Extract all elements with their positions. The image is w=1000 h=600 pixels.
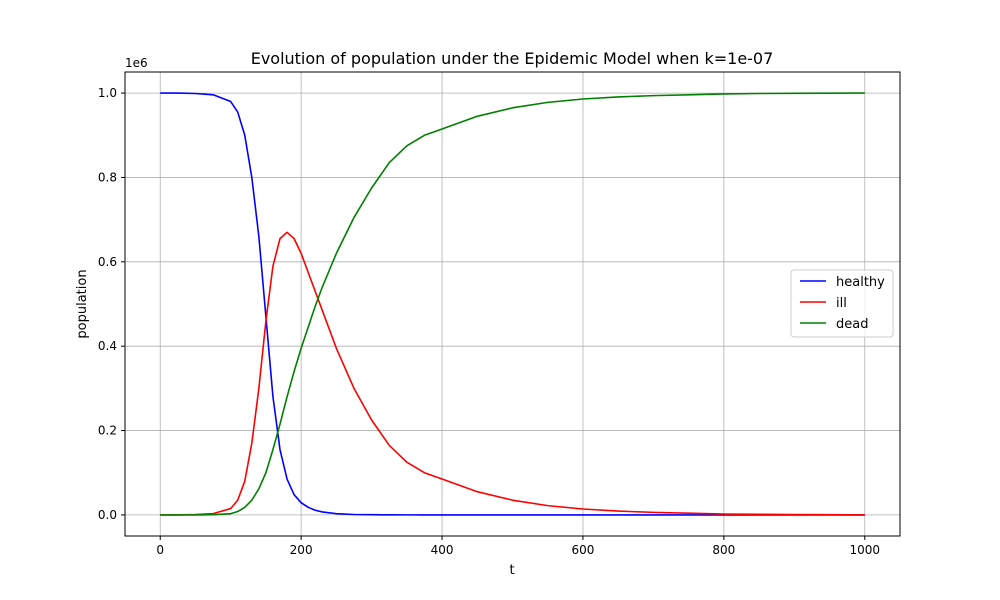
x-axis-label: t <box>509 563 514 578</box>
x-tick-label: 400 <box>431 543 454 557</box>
x-tick-label: 800 <box>712 543 735 557</box>
x-axis-ticks: 0 200 400 600 800 1000 <box>156 536 880 557</box>
y-axis-ticks: 0.0 0.2 0.4 0.6 0.8 1.0 <box>98 86 125 522</box>
chart-title: Evolution of population under the Epidem… <box>251 49 774 68</box>
plot-frame <box>124 71 901 537</box>
legend-box <box>790 269 894 338</box>
legend-label-ill: ill <box>836 296 847 311</box>
y-tick-label: 0.0 <box>98 508 117 522</box>
y-tick-label: 0.8 <box>98 170 117 184</box>
y-tick-label: 0.2 <box>98 424 117 438</box>
series-line-ill <box>160 231 865 516</box>
y-axis-label: population <box>75 269 90 338</box>
x-tick-label: 200 <box>290 543 313 557</box>
x-tick-label: 600 <box>572 543 595 557</box>
y-tick-label: 0.6 <box>98 255 117 269</box>
legend-label-healthy: healthy <box>836 275 885 290</box>
x-tick-label: 0 <box>156 543 164 557</box>
y-offset-label: 1e6 <box>125 56 148 70</box>
y-tick-label: 1.0 <box>98 86 117 100</box>
series-line-dead <box>160 92 865 516</box>
x-tick-label: 1000 <box>849 543 880 557</box>
y-tick-label: 0.4 <box>98 339 117 353</box>
plot-series <box>160 92 865 516</box>
legend-label-dead: dead <box>836 317 868 332</box>
series-line-healthy <box>160 92 865 516</box>
legend: healthy ill dead <box>790 269 894 338</box>
